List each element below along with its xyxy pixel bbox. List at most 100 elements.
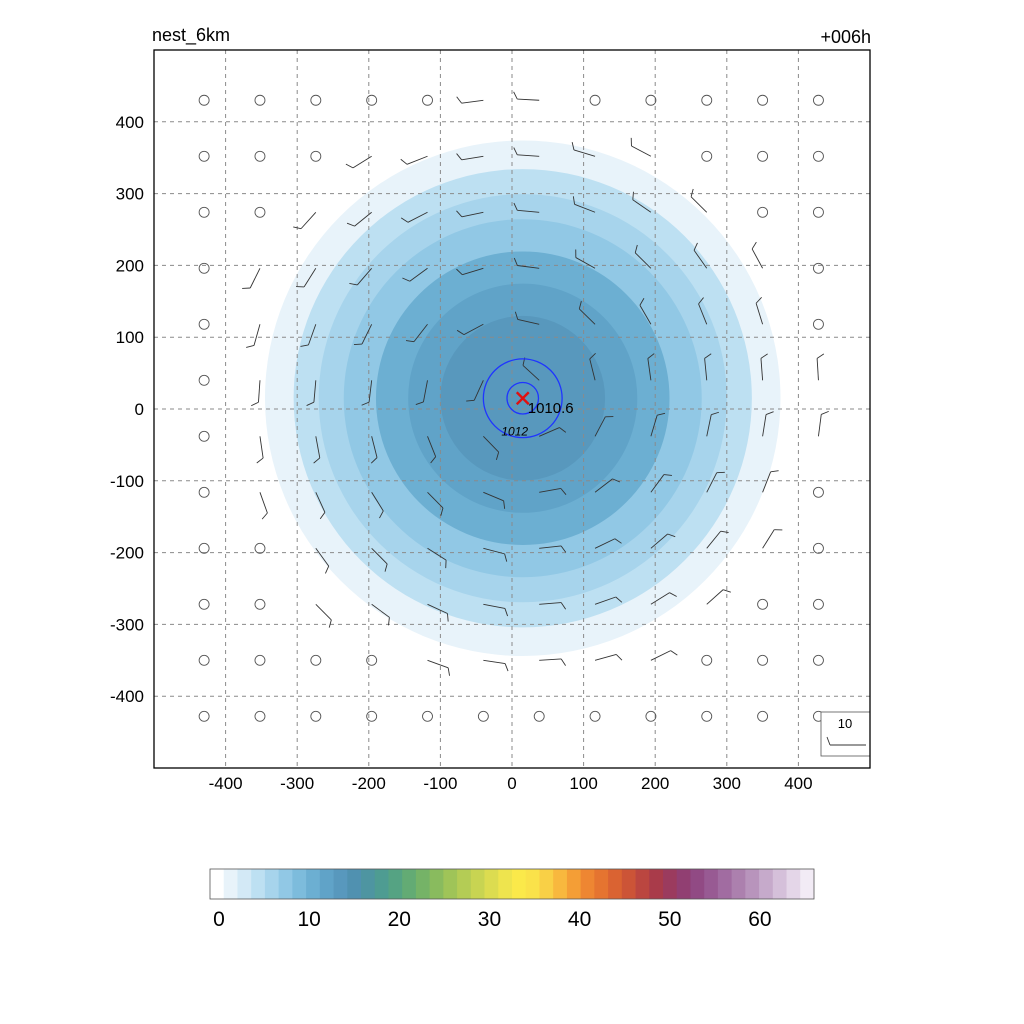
wind-barb-shaft: [407, 211, 428, 223]
wind-barb: [755, 297, 764, 325]
calm-marker: [757, 654, 769, 666]
wind-barb-flag: [720, 530, 729, 534]
y-axis-ticks: 400 300 200 100 0 -100 -200 -300 -400: [110, 113, 144, 706]
colorbar-swatch-29: [608, 869, 623, 899]
colorbar-tick-label-1: 10: [297, 908, 320, 931]
wind-barb-flag: [306, 401, 315, 406]
calm-marker: [198, 430, 210, 442]
wind-barb: [251, 380, 261, 407]
wind-barb: [706, 411, 720, 437]
wind-barb: [513, 257, 540, 269]
wind-barb-shaft: [406, 155, 428, 165]
wind-barb: [483, 435, 500, 460]
calm-marker: [422, 710, 433, 722]
wind-key: 10: [820, 711, 870, 757]
calm-marker: [254, 94, 266, 106]
wind-barb: [400, 211, 428, 223]
calm-marker: [812, 318, 824, 330]
wind-barb: [346, 211, 372, 227]
colorbar-swatch-41: [772, 869, 787, 899]
wind-barb-flag: [388, 617, 390, 626]
calm-marker: [757, 150, 769, 162]
wind-barb-flag: [751, 241, 757, 250]
calm-marker: [812, 654, 824, 666]
calm-marker: [757, 206, 769, 218]
wind-barb: [539, 602, 567, 610]
colorbar-swatch-17: [443, 869, 458, 899]
wind-barb-flag: [503, 500, 506, 509]
wind-barb-shaft: [762, 529, 775, 549]
wind-barb-shaft: [427, 547, 447, 561]
wind-barb-shaft: [579, 308, 596, 325]
colorbar-swatch-28: [594, 869, 609, 899]
wind-barb-flag: [615, 654, 623, 661]
wind-barb-flag: [513, 147, 518, 155]
wind-barb-shaft: [422, 380, 428, 402]
calm-marker: [310, 654, 322, 666]
wind-barb-shaft: [483, 603, 506, 609]
chart-title-right: +006h: [820, 27, 871, 47]
colorbar-tick-label-6: 60: [748, 908, 771, 931]
calm-marker: [533, 710, 545, 722]
wind-barb-flag: [513, 257, 518, 266]
wind-barb: [256, 436, 264, 464]
colorbar-swatch-3: [251, 869, 266, 899]
colorbar-swatch-9: [333, 869, 348, 899]
x-tick-label-5: 100: [569, 774, 597, 793]
colorbar-swatch-32: [649, 869, 664, 899]
wind-barb-shaft: [483, 435, 499, 453]
colorbar-swatch-30: [621, 869, 636, 899]
pressure-contour-0: [482, 358, 563, 439]
wind-barb-shaft: [594, 596, 616, 605]
wind-barb-shaft: [517, 154, 540, 157]
wind-barb-flag: [765, 411, 774, 415]
wind-barb-flag: [440, 507, 444, 516]
wind-barb: [315, 548, 330, 574]
colorbar-swatch-42: [786, 869, 801, 899]
wind-barb-shaft: [371, 603, 390, 618]
wind-barb-shaft: [751, 248, 763, 269]
wind-barb: [760, 353, 768, 381]
wind-barb-flag: [400, 158, 408, 165]
wind-barb: [594, 478, 621, 493]
wind-barb-flag: [495, 451, 500, 460]
calm-marker: [254, 542, 266, 554]
colorbar-swatch-11: [361, 869, 376, 899]
wind-barb: [589, 353, 596, 381]
wind-barb-flag: [251, 401, 259, 407]
wind-barb: [513, 91, 540, 101]
colorbar-swatch-22: [512, 869, 527, 899]
wind-barb-shaft: [300, 211, 317, 229]
calm-marker: [198, 542, 210, 554]
plot-frame: [153, 49, 871, 769]
wind-barb-shaft: [461, 99, 484, 104]
wind-barb-shaft: [539, 658, 562, 661]
wind-barb: [704, 353, 712, 381]
calm-marker: [198, 318, 210, 330]
wind-barb-flag: [755, 297, 762, 304]
wind-barb: [466, 380, 484, 402]
wind-barb: [513, 147, 540, 157]
wind-barb-flag: [261, 512, 268, 520]
wind-barb: [539, 427, 567, 437]
wind-barb-shaft: [650, 533, 668, 549]
wind-barb-shaft: [539, 602, 562, 605]
wind-barb: [630, 137, 652, 157]
y-tick-label-6: -200: [110, 544, 144, 563]
colorbar-swatch-33: [663, 869, 678, 899]
calm-marker: [701, 654, 713, 666]
wind-barb-shaft: [539, 488, 561, 493]
wind-barb: [539, 658, 566, 666]
wind-barb-flag: [456, 153, 462, 161]
wind-barb-shaft: [361, 324, 373, 345]
wind-barb: [690, 188, 708, 213]
wind-barb-flag: [560, 545, 567, 553]
wind-barb-shaft: [631, 145, 652, 157]
colorbar-swatch-38: [731, 869, 746, 899]
wind-barb-shaft: [755, 303, 764, 325]
wind-barb-flag: [647, 353, 655, 359]
wind-barb: [762, 529, 783, 549]
wind-barb-shaft: [522, 365, 540, 381]
wind-barb-flag: [466, 399, 475, 402]
wind-barb-flag: [361, 401, 370, 406]
